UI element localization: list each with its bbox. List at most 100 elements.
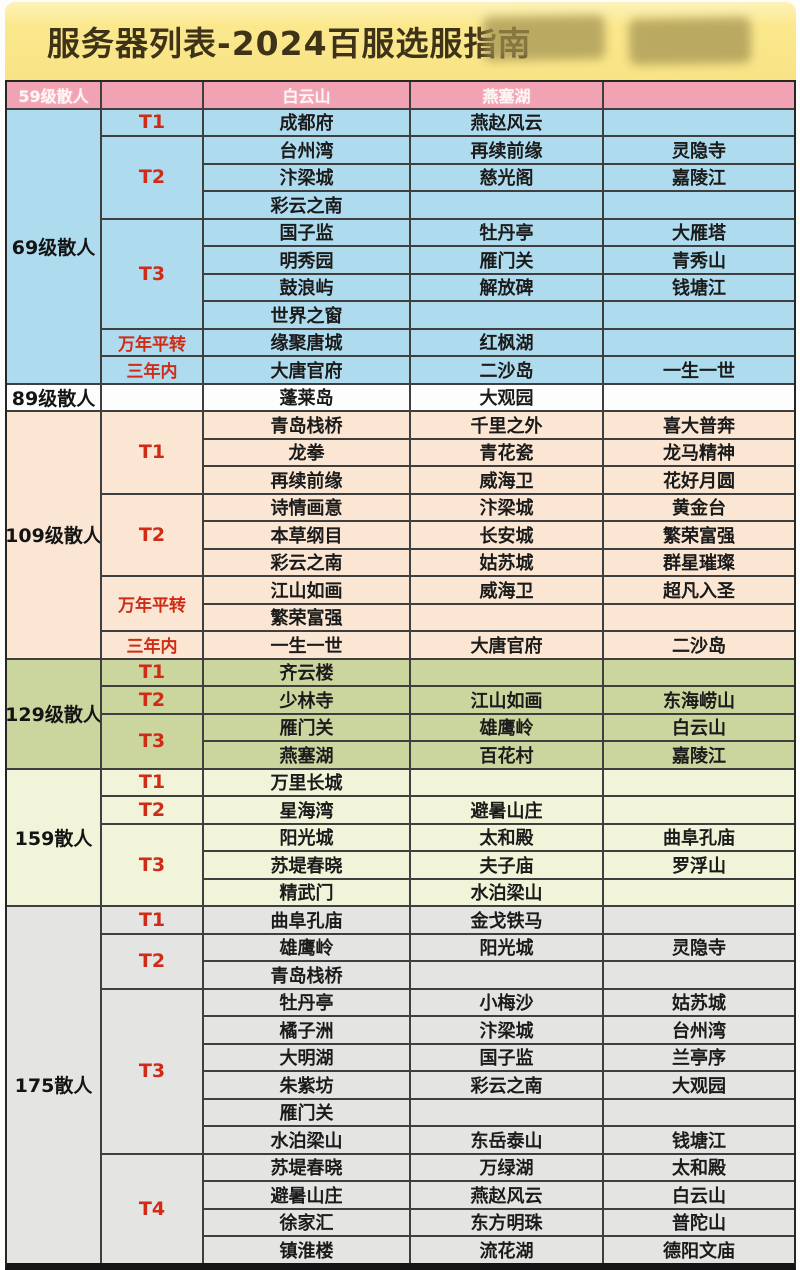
server-cell — [604, 109, 794, 135]
tier-cell: T2 — [102, 687, 202, 713]
server-cell — [604, 659, 794, 685]
server-cell: 二沙岛 — [411, 357, 602, 383]
server-cell: 德阳文庙 — [604, 1237, 794, 1263]
server-cell: 燕塞湖 — [204, 742, 409, 768]
server-cell — [411, 302, 602, 328]
server-cell: 阳光城 — [411, 934, 602, 960]
server-cell: 东海崂山 — [604, 687, 794, 713]
server-cell: 少林寺 — [204, 687, 409, 713]
server-cell: 龙拳 — [204, 439, 409, 465]
server-cell — [604, 329, 794, 355]
server-cell — [411, 604, 602, 630]
tier-cell: T1 — [102, 109, 202, 135]
column-header — [102, 82, 202, 108]
tier-cell: T4 — [102, 1154, 202, 1263]
server-cell: 太和殿 — [604, 1154, 794, 1180]
server-cell: 国子监 — [411, 1044, 602, 1070]
server-cell: 小梅沙 — [411, 989, 602, 1015]
server-cell: 繁荣富强 — [204, 604, 409, 630]
server-cell: 彩云之南 — [411, 1072, 602, 1098]
level-cell: 175散人 — [7, 907, 100, 1263]
server-cell: 大雁塔 — [604, 219, 794, 245]
tier-cell: T3 — [102, 219, 202, 328]
server-cell — [604, 962, 794, 988]
server-cell: 苏堤春晓 — [204, 852, 409, 878]
tier-cell — [102, 384, 202, 410]
server-cell: 白云山 — [604, 1182, 794, 1208]
server-cell: 慈光阁 — [411, 164, 602, 190]
server-cell: 成都府 — [204, 109, 409, 135]
server-cell: 灵隐寺 — [604, 934, 794, 960]
tier-cell: T2 — [102, 934, 202, 988]
server-cell: 嘉陵江 — [604, 164, 794, 190]
tier-cell: T2 — [102, 797, 202, 823]
server-cell: 水泊梁山 — [204, 1127, 409, 1153]
server-cell: 镇淮楼 — [204, 1237, 409, 1263]
page-title: 服务器列表-2024百服选服指南 — [47, 24, 532, 63]
server-cell: 万绿湖 — [411, 1154, 602, 1180]
server-cell: 姑苏城 — [411, 549, 602, 575]
server-cell — [604, 769, 794, 795]
column-header: 白云山 — [204, 82, 409, 108]
tier-cell: T1 — [102, 659, 202, 685]
server-cell: 雁门关 — [204, 714, 409, 740]
tier-cell: 万年平转 — [102, 329, 202, 355]
server-cell: 水泊梁山 — [411, 879, 602, 905]
server-cell — [604, 879, 794, 905]
server-cell: 大唐官府 — [411, 632, 602, 658]
server-cell: 雁门关 — [204, 1099, 409, 1125]
column-header: 燕塞湖 — [411, 82, 602, 108]
server-cell: 大观园 — [604, 1072, 794, 1098]
tier-cell: T3 — [102, 824, 202, 905]
server-cell: 大明湖 — [204, 1044, 409, 1070]
server-cell — [411, 659, 602, 685]
server-cell: 大唐官府 — [204, 357, 409, 383]
server-cell: 牡丹亭 — [411, 219, 602, 245]
server-cell — [411, 962, 602, 988]
server-cell: 台州湾 — [204, 137, 409, 163]
server-cell: 星海湾 — [204, 797, 409, 823]
server-cell: 黄金台 — [604, 494, 794, 520]
server-cell: 兰亭序 — [604, 1044, 794, 1070]
server-cell: 钱塘江 — [604, 274, 794, 300]
server-cell: 阳光城 — [204, 824, 409, 850]
server-cell: 避暑山庄 — [204, 1182, 409, 1208]
tier-cell: T2 — [102, 494, 202, 575]
server-cell: 灵隐寺 — [604, 137, 794, 163]
server-cell: 万里长城 — [204, 769, 409, 795]
server-cell — [604, 797, 794, 823]
server-cell: 解放碑 — [411, 274, 602, 300]
server-cell: 东岳泰山 — [411, 1127, 602, 1153]
tier-cell: T3 — [102, 989, 202, 1153]
server-cell: 威海卫 — [411, 467, 602, 493]
server-cell: 一生一世 — [604, 357, 794, 383]
server-cell: 燕赵风云 — [411, 1182, 602, 1208]
server-cell: 彩云之南 — [204, 549, 409, 575]
server-cell: 齐云楼 — [204, 659, 409, 685]
server-cell — [604, 302, 794, 328]
server-cell: 国子监 — [204, 219, 409, 245]
server-cell: 朱紫坊 — [204, 1072, 409, 1098]
server-cell — [411, 192, 602, 218]
server-cell: 龙马精神 — [604, 439, 794, 465]
server-cell: 彩云之南 — [204, 192, 409, 218]
server-cell: 嘉陵江 — [604, 742, 794, 768]
server-cell: 世界之窗 — [204, 302, 409, 328]
server-cell: 雄鹰岭 — [411, 714, 602, 740]
server-cell: 太和殿 — [411, 824, 602, 850]
server-cell: 花好月圆 — [604, 467, 794, 493]
server-cell: 本草纲目 — [204, 522, 409, 548]
server-table: 59级散人 白云山 燕塞湖 69级散人 T1 成都府 燕赵风云 T2 台州湾 再续前缘 灵隐寺 汴梁城… — [5, 80, 796, 1270]
level-cell: 159散人 — [7, 769, 100, 905]
server-cell — [411, 1099, 602, 1125]
server-cell: 雄鹰岭 — [204, 934, 409, 960]
level-cell: 129级散人 — [7, 659, 100, 768]
server-cell: 江山如画 — [204, 577, 409, 603]
server-cell: 罗浮山 — [604, 852, 794, 878]
server-cell: 再续前缘 — [204, 467, 409, 493]
server-cell — [604, 384, 794, 410]
server-cell: 苏堤春晓 — [204, 1154, 409, 1180]
server-cell: 雁门关 — [411, 247, 602, 273]
server-cell: 避暑山庄 — [411, 797, 602, 823]
